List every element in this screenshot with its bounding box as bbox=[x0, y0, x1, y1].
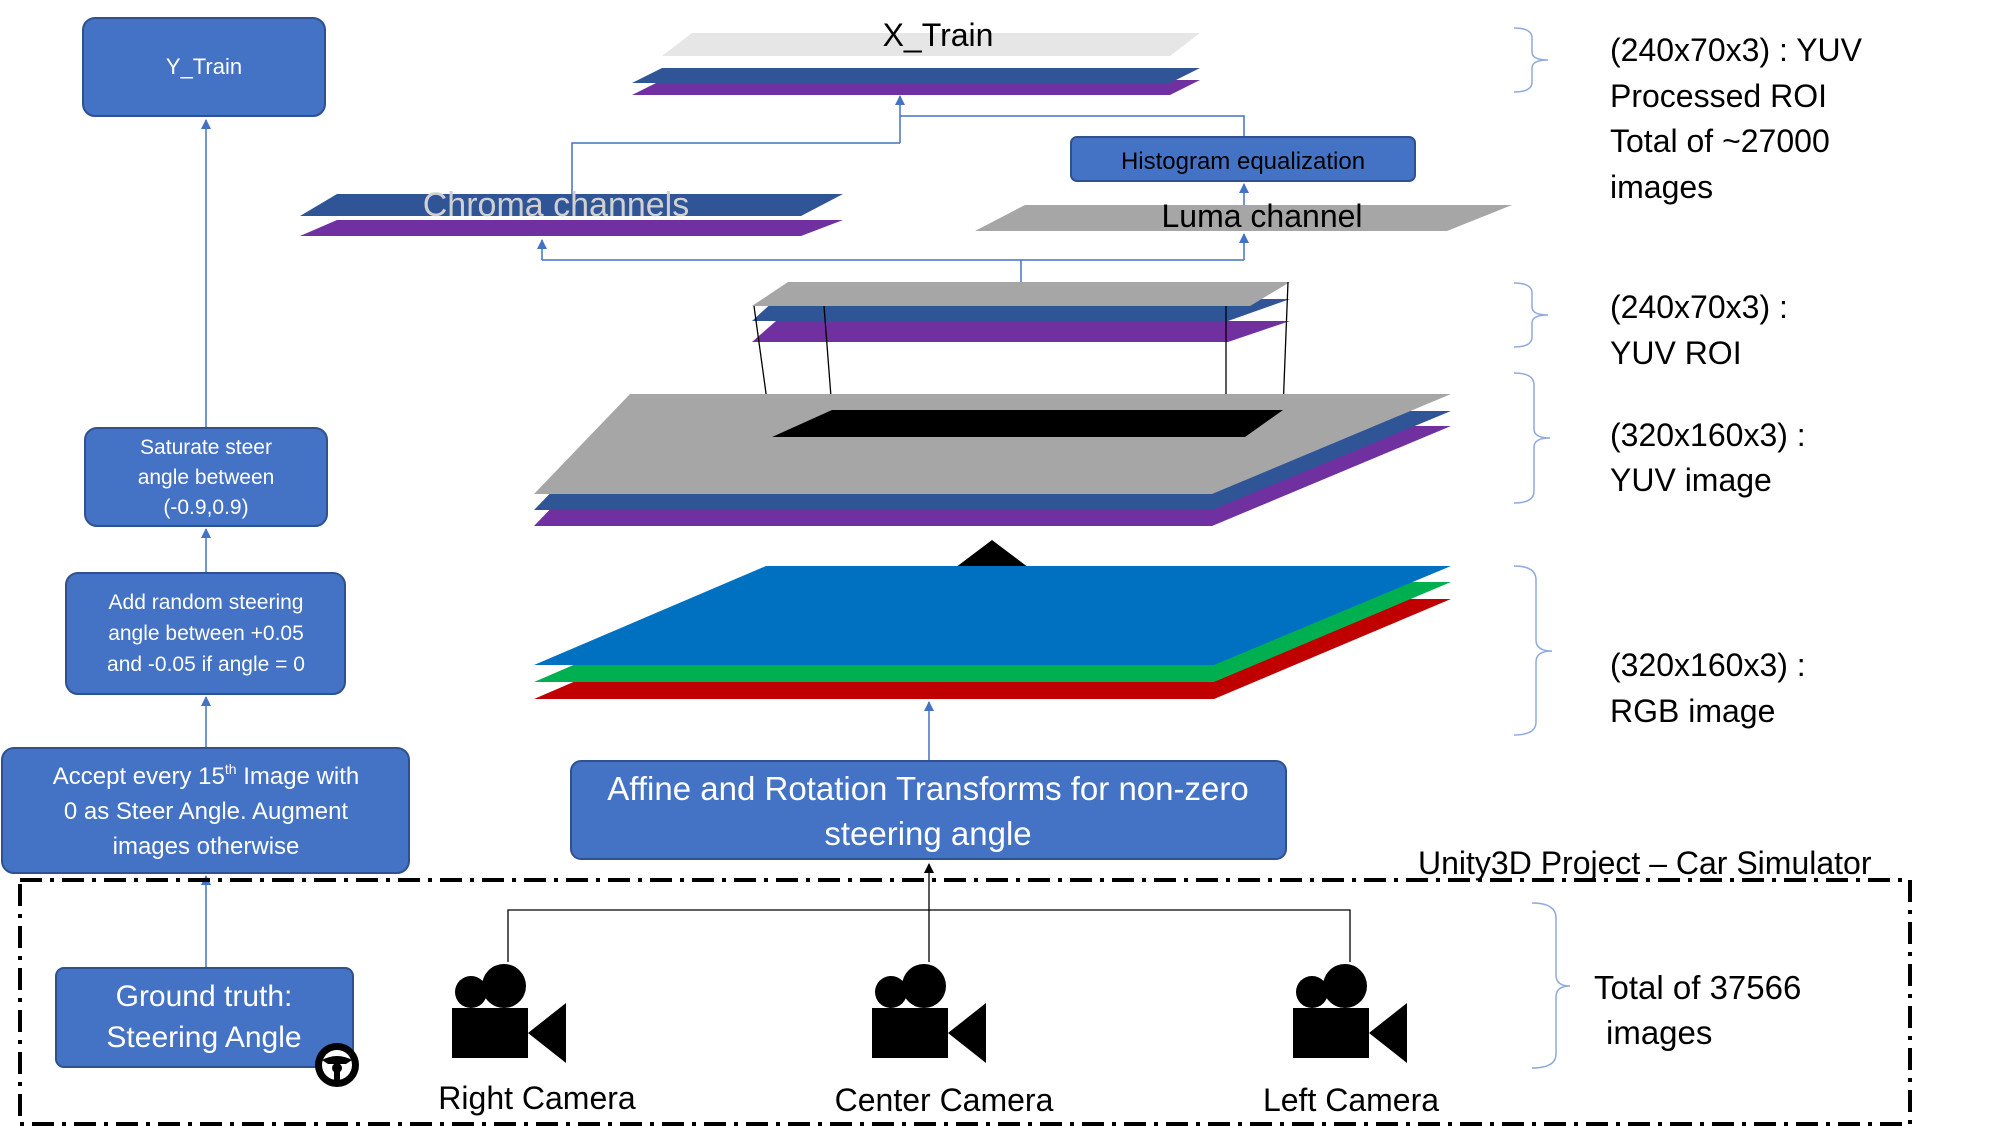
right-camera-label: Right Camera bbox=[438, 1080, 636, 1116]
affine-box: Affine and Rotation Transforms for non-z… bbox=[570, 760, 1287, 860]
right-camera: Right Camera bbox=[438, 964, 636, 1116]
affine-line-2: steering angle bbox=[824, 815, 1031, 852]
annotation-processed: (240x70x3) : YUV Processed ROI Total of … bbox=[1610, 32, 1863, 205]
video-camera-icon bbox=[872, 964, 986, 1063]
accept-line-1b: Image with bbox=[237, 763, 360, 790]
accept-line-1-sup: th bbox=[225, 761, 237, 777]
rgb-image-stack bbox=[534, 566, 1451, 699]
y-train-box: Y_Train bbox=[82, 17, 326, 117]
accept-line-2: 0 as Steer Angle. Augment bbox=[64, 798, 349, 825]
luma-label: Luma channel bbox=[1161, 198, 1362, 234]
accept-box: Accept every 15th Image with 0 as Steer … bbox=[1, 747, 410, 874]
camera-connectors bbox=[507, 863, 1351, 962]
x-train-stack: X_Train bbox=[632, 17, 1200, 95]
brace-rgb-image bbox=[1513, 565, 1553, 736]
annotation-rgb-image-line-1: (320x160x3) : bbox=[1610, 647, 1806, 683]
ground-truth-line-1: Ground truth: bbox=[116, 980, 293, 1013]
annotation-processed-line-1: (240x70x3) : YUV bbox=[1610, 32, 1863, 68]
brace-yuv-roi bbox=[1513, 282, 1549, 348]
left-camera-label: Left Camera bbox=[1263, 1082, 1439, 1118]
annotation-yuv-roi-line-2: YUV ROI bbox=[1610, 335, 1742, 371]
chroma-stack: Chroma channels bbox=[300, 186, 843, 236]
roi-split-connectors bbox=[537, 233, 1249, 282]
random-steering-line-1: Add random steering bbox=[109, 591, 304, 614]
x-train-connectors bbox=[571, 95, 1245, 200]
yuv-image-stack bbox=[534, 394, 1451, 526]
annotation-processed-line-2: Processed ROI bbox=[1610, 78, 1827, 114]
x-train-label: X_Train bbox=[883, 17, 994, 53]
center-camera: Center Camera bbox=[835, 964, 1054, 1118]
annotation-yuv-image: (320x160x3) : YUV image bbox=[1610, 417, 1806, 498]
annotation-yuv-roi-line-1: (240x70x3) : bbox=[1610, 289, 1788, 325]
histogram-label: Histogram equalization bbox=[1121, 148, 1365, 175]
y-train-label: Y_Train bbox=[166, 54, 242, 79]
yuv-roi-stack bbox=[752, 282, 1290, 342]
annotation-yuv-roi: (240x70x3) : YUV ROI bbox=[1610, 289, 1788, 371]
annotation-yuv-image-line-2: YUV image bbox=[1610, 462, 1772, 498]
random-steering-line-3: and -0.05 if angle = 0 bbox=[107, 653, 305, 676]
brace-total-images bbox=[1531, 902, 1571, 1069]
ground-truth-line-2: Steering Angle bbox=[106, 1021, 301, 1054]
simulator-title: Unity3D Project – Car Simulator bbox=[1418, 845, 1872, 881]
saturate-line-3: (-0.9,0.9) bbox=[163, 496, 248, 519]
accept-line-3: images otherwise bbox=[113, 833, 300, 860]
video-camera-icon bbox=[452, 964, 566, 1063]
simulator-boundary bbox=[18, 878, 1912, 1126]
annotation-processed-line-4: images bbox=[1610, 169, 1713, 205]
video-camera-icon bbox=[1293, 964, 1407, 1063]
annotation-total-line-2: images bbox=[1606, 1014, 1712, 1051]
chroma-label: Chroma channels bbox=[423, 186, 689, 224]
saturate-box: Saturate steer angle between (-0.9,0.9) bbox=[84, 427, 328, 527]
histogram-box: Histogram equalization bbox=[1070, 136, 1416, 182]
random-steering-line-2: angle between +0.05 bbox=[108, 622, 304, 645]
annotation-total-line-1: Total of 37566 bbox=[1594, 969, 1801, 1006]
left-pipeline: Y_Train Saturate steer angle between (-0… bbox=[1, 17, 410, 1087]
accept-line-1: Accept every 15th Image with bbox=[53, 761, 360, 790]
brace-yuv-image bbox=[1513, 372, 1551, 504]
affine-line-1: Affine and Rotation Transforms for non-z… bbox=[607, 770, 1248, 807]
accept-line-1a: Accept every 15 bbox=[53, 763, 225, 790]
random-steering-box: Add random steering angle between +0.05 … bbox=[65, 572, 346, 695]
ground-truth-box: Ground truth: Steering Angle bbox=[55, 967, 354, 1068]
left-camera: Left Camera bbox=[1263, 964, 1439, 1118]
annotation-total-images: Total of 37566 images bbox=[1594, 969, 1801, 1051]
annotation-yuv-image-line-1: (320x160x3) : bbox=[1610, 417, 1806, 453]
brace-processed bbox=[1513, 27, 1549, 93]
saturate-line-2: angle between bbox=[138, 466, 275, 489]
annotation-processed-line-3: Total of ~27000 bbox=[1610, 123, 1830, 159]
steering-wheel-icon bbox=[315, 1043, 359, 1087]
annotation-rgb-image: (320x160x3) : RGB image bbox=[1610, 647, 1806, 729]
luma-layer: Luma channel bbox=[975, 198, 1512, 234]
saturate-line-1: Saturate steer bbox=[140, 436, 272, 459]
center-camera-label: Center Camera bbox=[835, 1082, 1054, 1118]
annotation-rgb-image-line-2: RGB image bbox=[1610, 693, 1775, 729]
